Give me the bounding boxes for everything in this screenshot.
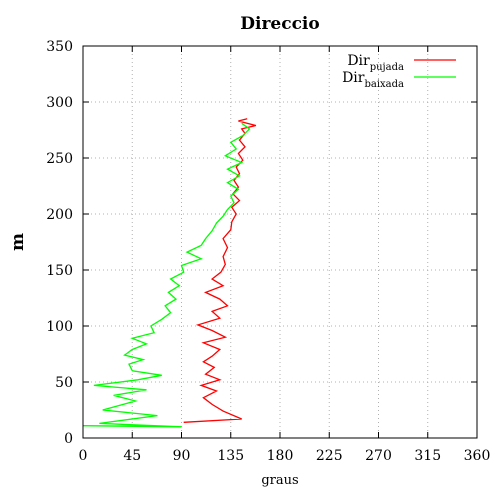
y-tick-label: 150 [46,263,73,279]
y-tick-label: 50 [55,375,73,391]
y-tick-label: 100 [46,319,73,335]
x-tick-label: 90 [173,448,191,464]
legend-name-pujada: Dir [347,53,370,69]
x-tick-label: 45 [123,448,141,464]
x-tick-label: 180 [267,448,294,464]
axis-ticks [82,45,478,439]
y-axis-label: m [8,233,28,251]
series-line-baixada [82,122,251,428]
x-tick-label: 315 [414,448,441,464]
x-tick-label: 0 [79,448,88,464]
legend-sub-pujada: pujada [370,62,404,73]
y-tick-labels: 0 50 100 150 200 250 300 350 [46,39,73,447]
y-tick-label: 300 [46,95,73,111]
legend: Dirpujada Dirbaixada [342,53,456,90]
grid-lines [83,46,477,438]
legend-name-baixada: Dir [342,70,365,86]
legend-label-pujada: Dirpujada [347,53,404,73]
x-axis-label: graus [261,473,298,488]
series-line-pujada [183,118,257,423]
series-layer [82,118,257,428]
legend-entry-pujada: Dirpujada [347,53,456,73]
legend-sub-baixada: baixada [364,79,404,90]
x-tick-label: 225 [316,448,343,464]
y-tick-label: 200 [46,207,73,223]
x-tick-label: 135 [217,448,244,464]
legend-entry-baixada: Dirbaixada [342,70,456,90]
y-tick-label: 0 [64,431,73,447]
chart-title: Direccio [240,14,319,34]
x-tick-label: 270 [365,448,392,464]
legend-label-baixada: Dirbaixada [342,70,404,90]
x-tick-label: 360 [464,448,491,464]
y-tick-label: 250 [46,151,73,167]
y-tick-label: 350 [46,39,73,55]
x-tick-labels: 0 45 90 135 180 225 270 315 360 [79,448,491,464]
